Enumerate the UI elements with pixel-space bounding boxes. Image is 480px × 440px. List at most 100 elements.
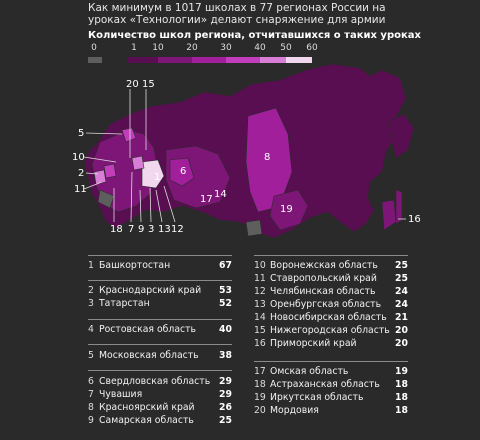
kamchatka — [387, 113, 415, 159]
map-label: 14 — [214, 189, 227, 200]
map-label: 15 — [142, 79, 155, 90]
region-name: Самарская область — [99, 415, 194, 426]
table-row: 13 Оренбургская область 24 — [254, 299, 408, 311]
map-label: 18 — [110, 224, 123, 235]
rank: 18 — [254, 379, 266, 390]
rank: 10 — [254, 260, 266, 271]
divider — [88, 344, 232, 345]
region-name: Свердловская область — [99, 376, 211, 387]
region-name: Мордовия — [270, 405, 319, 416]
region-primorye — [381, 199, 397, 231]
table-row: 20 Мордовия 18 — [254, 405, 408, 417]
map-label: 17 — [200, 194, 213, 205]
map-label: 16 — [408, 214, 420, 225]
no-data-region — [97, 189, 115, 209]
region-krasnodar — [93, 169, 107, 185]
rank: 17 — [254, 366, 266, 377]
legend-swatch — [158, 57, 192, 63]
legend-tick: 0 — [91, 43, 97, 53]
rank: 20 — [254, 405, 266, 416]
table-row: 3 Татарстан 52 — [88, 298, 232, 310]
region-name: Челябинская область — [270, 286, 376, 297]
legend-tick: 30 — [220, 43, 232, 53]
table-row: 16 Приморский край 20 — [254, 338, 408, 350]
rank: 1 — [88, 260, 94, 271]
map-label: 1 — [154, 172, 160, 183]
rank: 14 — [254, 312, 266, 323]
legend-caption: Количество школ региона, отчитавшихся о … — [88, 30, 421, 41]
school-count: 52 — [219, 298, 232, 309]
table-row: 1 Башкортостан 67 — [88, 260, 232, 272]
legend-swatch — [192, 57, 226, 63]
rank: 11 — [254, 273, 266, 284]
rank: 8 — [88, 402, 94, 413]
divider — [254, 361, 408, 362]
region-moscow — [121, 127, 137, 143]
rank: 3 — [88, 298, 94, 309]
map-label: 8 — [264, 152, 270, 163]
legend-tick: 40 — [254, 43, 266, 53]
school-count: 29 — [219, 376, 232, 387]
region-name: Иркутская область — [270, 392, 364, 403]
rank: 4 — [88, 324, 94, 335]
map-label: 12 — [171, 224, 184, 235]
no-data-region — [245, 219, 263, 237]
map-label: 19 — [280, 204, 293, 215]
page-title: Как минимум в 1017 школах в 77 регионах … — [88, 2, 386, 26]
region-sverdlovsk — [169, 157, 195, 187]
table-row: 4 Ростовская область 40 — [88, 324, 232, 336]
region-name: Астраханская область — [270, 379, 380, 390]
legend-tick: 60 — [306, 43, 318, 53]
region-tatarstan — [131, 155, 145, 171]
school-count: 18 — [395, 379, 408, 390]
region-name: Московская область — [99, 350, 199, 361]
legend-swatch-zero — [88, 57, 102, 63]
school-count: 20 — [395, 325, 408, 336]
school-count: 26 — [219, 402, 232, 413]
map-label: 13 — [158, 224, 171, 235]
region-name: Новосибирская область — [270, 312, 387, 323]
school-count: 24 — [395, 286, 408, 297]
table-row: 5 Московская область 38 — [88, 350, 232, 362]
region-name: Воронежская область — [270, 260, 378, 271]
legend-swatch — [128, 57, 158, 63]
table-row: 18 Астраханская область 18 — [254, 379, 408, 391]
school-count: 29 — [219, 389, 232, 400]
school-count: 19 — [395, 366, 408, 377]
school-count: 25 — [395, 273, 408, 284]
region-name: Башкортостан — [99, 260, 171, 271]
map-label: 9 — [138, 224, 144, 235]
map-label: 5 — [78, 128, 84, 139]
school-count: 18 — [395, 405, 408, 416]
table-row: 17 Омская область 19 — [254, 366, 408, 378]
map-label: 11 — [74, 184, 87, 195]
table-row: 7 Чувашия 29 — [88, 389, 232, 401]
table-row: 6 Свердловская область 29 — [88, 376, 232, 388]
rank: 19 — [254, 392, 266, 403]
table-row: 11 Ставропольский край 25 — [254, 273, 408, 285]
region-name: Татарстан — [99, 298, 150, 309]
russia-landmass — [83, 63, 407, 239]
divider — [254, 255, 408, 256]
school-count: 18 — [395, 392, 408, 403]
table-row: 10 Воронежская область 25 — [254, 260, 408, 272]
region-name: Ставропольский край — [270, 273, 377, 284]
school-count: 25 — [395, 260, 408, 271]
map-label: 20 — [126, 79, 139, 90]
region-central-russia — [91, 129, 159, 213]
rank: 13 — [254, 299, 266, 310]
divider — [88, 280, 232, 281]
divider — [88, 255, 232, 256]
table-row: 2 Краснодарский край 53 — [88, 285, 232, 297]
school-count: 20 — [395, 338, 408, 349]
rank: 7 — [88, 389, 94, 400]
legend-tick: 10 — [152, 43, 164, 53]
color-legend: 0 1 10 20 30 40 50 60 — [88, 43, 348, 69]
map-label: 2 — [78, 168, 84, 179]
school-count: 24 — [395, 299, 408, 310]
school-count: 38 — [219, 350, 232, 361]
region-rostov — [103, 163, 117, 179]
region-name: Омская область — [270, 366, 349, 377]
rank: 2 — [88, 285, 94, 296]
rank: 12 — [254, 286, 266, 297]
